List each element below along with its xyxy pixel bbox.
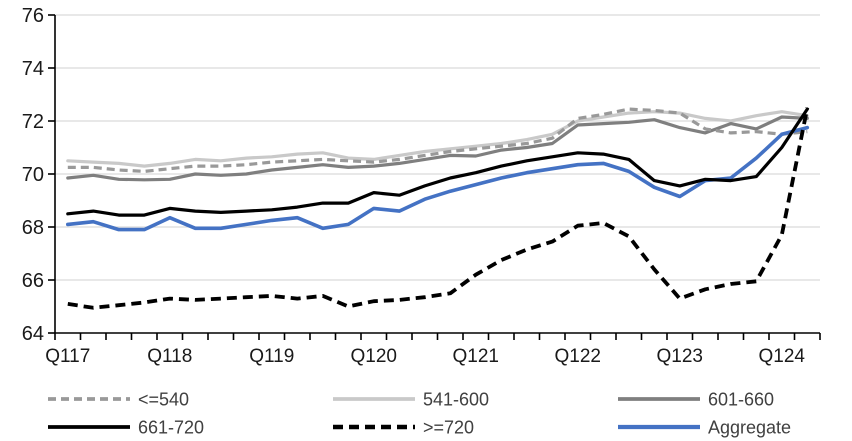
- y-tick-label: 72: [22, 111, 44, 133]
- series-line--720: [67, 107, 810, 310]
- y-tick-label: 64: [22, 323, 44, 345]
- x-tick-label: Q120: [351, 346, 397, 367]
- x-tick-label: Q121: [453, 346, 499, 367]
- legend-label-601-660: 601-660: [708, 390, 774, 410]
- x-tick-label: Q122: [555, 346, 601, 367]
- y-tick-label: 74: [22, 58, 44, 80]
- legend-label-541-600: 541-600: [423, 390, 489, 410]
- series-line-661-720: [66, 107, 809, 217]
- legend-label-540: <=540: [138, 390, 189, 410]
- x-tick-label: Q118: [147, 346, 192, 367]
- series-line-aggregate: [66, 125, 810, 232]
- x-tick-label: Q124: [759, 346, 806, 367]
- x-tick-label: Q117: [45, 346, 90, 367]
- x-tick-label: Q119: [249, 346, 294, 367]
- y-tick-label: 66: [22, 270, 44, 292]
- series-line--540: [67, 107, 808, 173]
- x-tick-label: Q123: [657, 346, 703, 367]
- y-tick-label: 70: [22, 164, 44, 186]
- series-line-601-660: [66, 115, 809, 182]
- legend-label-661-720: 661-720: [138, 418, 204, 438]
- y-tick-label: 76: [22, 5, 44, 27]
- legend-label-720: >=720: [423, 418, 474, 438]
- y-tick-label: 68: [22, 217, 44, 239]
- legend-label-aggregate: Aggregate: [708, 418, 791, 438]
